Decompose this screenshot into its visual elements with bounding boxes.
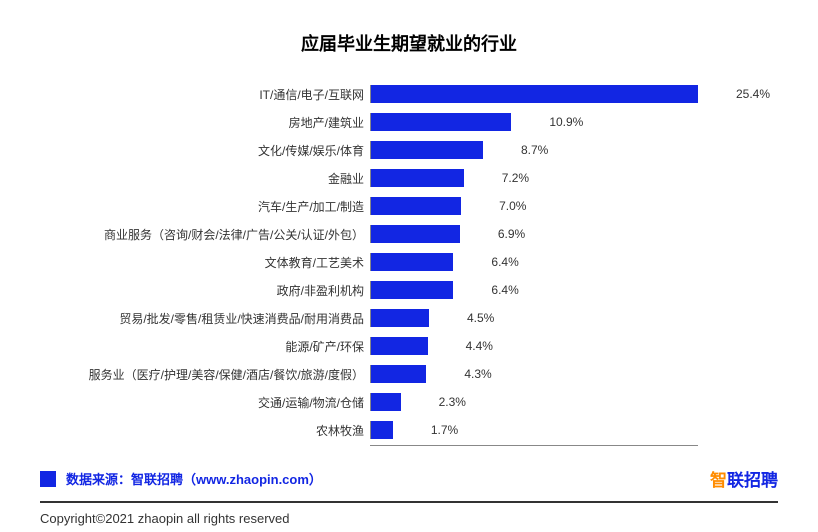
bar-fill — [371, 309, 429, 327]
bar-label: 服务业（医疗/护理/美容/保健/酒店/餐饮/旅游/度假） — [89, 366, 370, 383]
bar-row: 文体教育/工艺美术6.4% — [370, 249, 698, 275]
bar-fill — [371, 225, 460, 243]
bar-value: 10.9% — [549, 115, 583, 129]
bar-track: 6.4% — [370, 253, 698, 271]
bar-track: 7.0% — [370, 197, 698, 215]
bar-row: 文化/传媒/娱乐/体育8.7% — [370, 137, 698, 163]
bar-fill — [371, 85, 698, 103]
bar-track: 7.2% — [370, 169, 698, 187]
bar-value: 7.0% — [499, 199, 526, 213]
bar-fill — [371, 393, 401, 411]
bar-track: 8.7% — [370, 141, 698, 159]
brand-char-orange: 智 — [710, 471, 727, 490]
bar-track: 4.5% — [370, 309, 698, 327]
bar-value: 1.7% — [431, 423, 458, 437]
bars-area: IT/通信/电子/互联网25.4%房地产/建筑业10.9%文化/传媒/娱乐/体育… — [40, 81, 778, 443]
bar-label: 房地产/建筑业 — [289, 114, 370, 131]
source-row: 数据来源：智联招聘（www.zhaopin.com） 智联招聘 — [40, 466, 778, 503]
bar-label: 能源/矿产/环保 — [285, 338, 370, 355]
bar-row: 房地产/建筑业10.9% — [370, 109, 698, 135]
bar-row: 贸易/批发/零售/租赁业/快速消费品/耐用消费品4.5% — [370, 305, 698, 331]
bar-fill — [371, 253, 453, 271]
bar-label: 贸易/批发/零售/租赁业/快速消费品/耐用消费品 — [119, 310, 370, 327]
bar-fill — [371, 197, 461, 215]
bar-row: IT/通信/电子/互联网25.4% — [370, 81, 698, 107]
bar-row: 能源/矿产/环保4.4% — [370, 333, 698, 359]
bar-label: 文化/传媒/娱乐/体育 — [258, 142, 370, 159]
bar-fill — [371, 421, 393, 439]
bar-row: 农林牧渔1.7% — [370, 417, 698, 443]
bar-row: 交通/运输/物流/仓储2.3% — [370, 389, 698, 415]
bar-value: 8.7% — [521, 143, 548, 157]
bar-row: 金融业7.2% — [370, 165, 698, 191]
bar-label: 农林牧渔 — [316, 422, 370, 439]
bar-label: 交通/运输/物流/仓储 — [258, 394, 370, 411]
bar-label: 金融业 — [328, 170, 370, 187]
bar-fill — [371, 113, 511, 131]
brand-chars-blue: 联招聘 — [727, 471, 778, 490]
bar-fill — [371, 169, 464, 187]
bar-value: 4.4% — [466, 339, 493, 353]
bar-row: 政府/非盈利机构6.4% — [370, 277, 698, 303]
bar-row: 服务业（医疗/护理/美容/保健/酒店/餐饮/旅游/度假）4.3% — [370, 361, 698, 387]
x-axis-line — [370, 445, 698, 446]
bar-track: 4.3% — [370, 365, 698, 383]
bar-fill — [371, 281, 453, 299]
bar-track: 1.7% — [370, 421, 698, 439]
bar-row: 汽车/生产/加工/制造7.0% — [370, 193, 698, 219]
legend-square-icon — [40, 471, 56, 487]
bar-row: 商业服务（咨询/财会/法律/广告/公关/认证/外包）6.9% — [370, 221, 698, 247]
bar-value: 4.5% — [467, 311, 494, 325]
bar-label: IT/通信/电子/互联网 — [259, 86, 370, 103]
chart-container: 应届毕业生期望就业的行业 IT/通信/电子/互联网25.4%房地产/建筑业10.… — [0, 0, 818, 446]
bar-value: 6.9% — [498, 227, 525, 241]
brand-logo: 智联招聘 — [710, 466, 778, 491]
bar-value: 4.3% — [464, 367, 491, 381]
bar-track: 25.4% — [370, 85, 698, 103]
bar-fill — [371, 337, 428, 355]
bar-value: 6.4% — [491, 255, 518, 269]
bar-value: 2.3% — [439, 395, 466, 409]
bar-fill — [371, 141, 483, 159]
bar-fill — [371, 365, 426, 383]
bar-label: 商业服务（咨询/财会/法律/广告/公关/认证/外包） — [104, 226, 370, 243]
bar-value: 6.4% — [491, 283, 518, 297]
bar-label: 文体教育/工艺美术 — [265, 254, 370, 271]
bar-label: 汽车/生产/加工/制造 — [258, 198, 370, 215]
bar-track: 4.4% — [370, 337, 698, 355]
chart-title: 应届毕业生期望就业的行业 — [40, 30, 778, 56]
bar-value: 25.4% — [736, 87, 770, 101]
bar-track: 2.3% — [370, 393, 698, 411]
source-text: 数据来源：智联招聘（www.zhaopin.com） — [66, 469, 710, 488]
bar-track: 10.9% — [370, 113, 698, 131]
bar-track: 6.4% — [370, 281, 698, 299]
bar-label: 政府/非盈利机构 — [277, 282, 370, 299]
bar-track: 6.9% — [370, 225, 698, 243]
copyright-text: Copyright©2021 zhaopin all rights reserv… — [40, 511, 778, 526]
footer: 数据来源：智联招聘（www.zhaopin.com） 智联招聘 Copyrigh… — [40, 466, 778, 526]
bar-value: 7.2% — [502, 171, 529, 185]
